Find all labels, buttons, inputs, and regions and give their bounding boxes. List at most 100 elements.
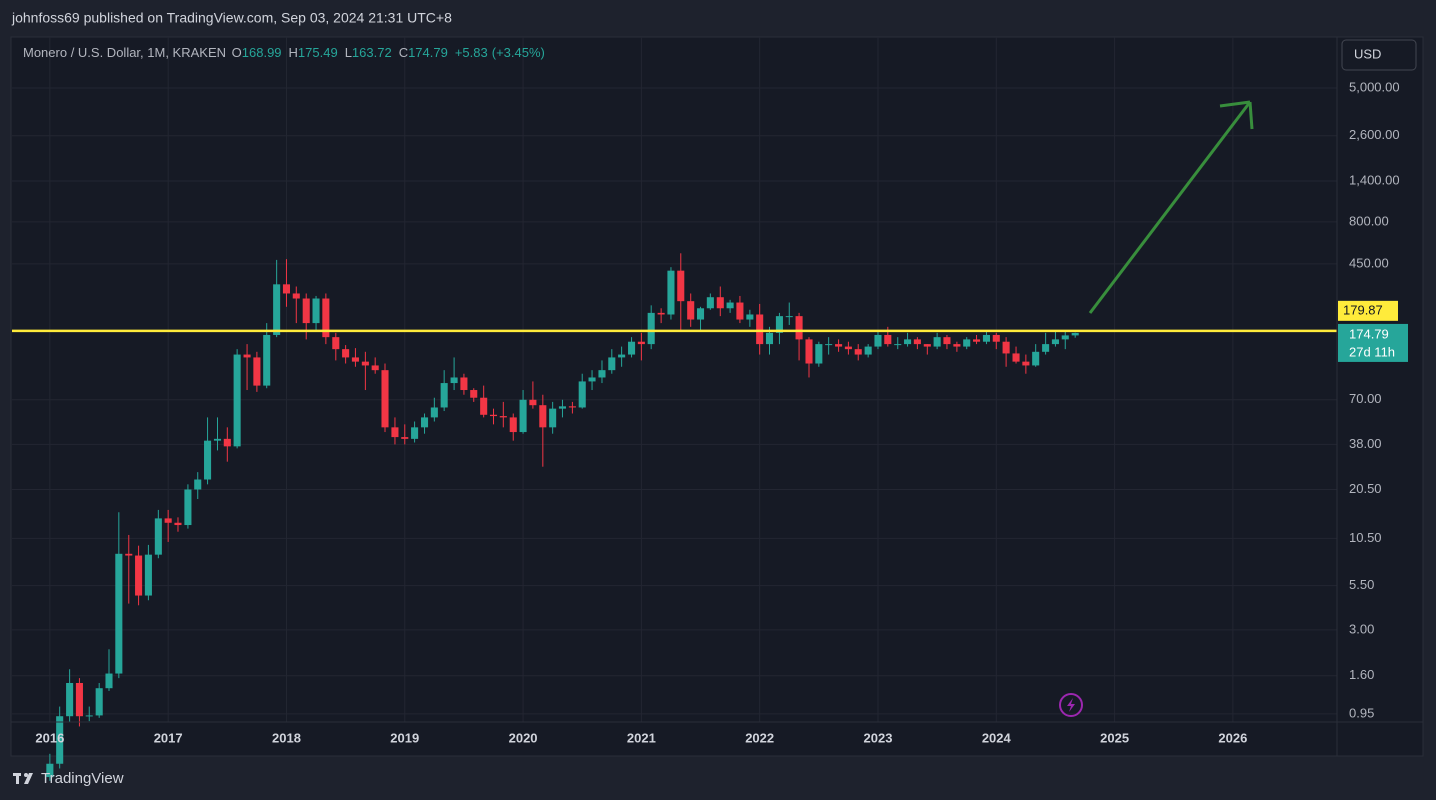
ohlc-key: H: [288, 45, 298, 60]
candle-body: [844, 346, 852, 350]
ohlc-key: C: [398, 45, 409, 60]
candle-body: [430, 407, 438, 418]
y-tick-label: 3.00: [1349, 621, 1374, 636]
candle-body: [588, 377, 596, 382]
candle-body: [1012, 353, 1020, 362]
candle-body: [351, 357, 359, 362]
y-tick-label: 20.50: [1349, 481, 1382, 496]
candle-body: [342, 349, 350, 358]
alert-bolt: [1067, 698, 1075, 712]
y-tick-label: 38.00: [1349, 436, 1382, 451]
candle-body: [154, 518, 162, 555]
candle-body: [164, 518, 172, 523]
y-tick-label: 800.00: [1349, 213, 1389, 228]
candle-body: [46, 763, 54, 778]
candle-body: [529, 399, 537, 406]
ohlc-key: L: [344, 45, 352, 60]
candle-body: [401, 437, 409, 439]
candle-body: [706, 297, 714, 309]
candle-body: [884, 334, 892, 345]
candle-body: [657, 312, 665, 315]
brand-logo: [13, 773, 33, 784]
currency-label[interactable]: USD: [1354, 46, 1381, 61]
candle-body: [992, 334, 1000, 342]
candle-body: [263, 334, 271, 386]
candle-body: [854, 349, 862, 355]
alert-icon[interactable]: [1059, 693, 1083, 717]
last-price: 174.79: [1349, 326, 1389, 341]
candle-body: [480, 397, 488, 415]
x-tick-label: 2017: [154, 730, 183, 745]
countdown: 27d 11h: [1349, 344, 1395, 359]
candle-body: [440, 383, 448, 408]
candle-body: [144, 554, 152, 596]
horizontal-line-label: 179.87: [1343, 302, 1383, 317]
candle-body: [420, 417, 429, 428]
candle-body: [75, 682, 83, 717]
candle-body: [312, 298, 320, 324]
candle-body: [696, 308, 705, 320]
candle-body: [292, 293, 300, 299]
candle-body: [361, 361, 369, 366]
candle-body: [667, 270, 675, 315]
candle-body: [332, 337, 340, 350]
candle-body: [233, 354, 241, 447]
y-tick-label: 70.00: [1349, 391, 1382, 406]
candle-body: [519, 399, 527, 433]
candle-body: [174, 522, 182, 526]
candle-body: [578, 381, 586, 408]
candle-body: [746, 314, 754, 320]
candle-body: [539, 405, 547, 428]
candle-body: [1051, 339, 1059, 345]
grid: [12, 37, 1337, 722]
x-tick-label: 2018: [272, 730, 301, 745]
candle-body: [411, 427, 419, 439]
candle-body: [687, 301, 695, 320]
candle-body: [381, 370, 389, 428]
candle-body: [835, 344, 843, 347]
candle-body: [66, 682, 74, 717]
candle-body: [805, 339, 813, 364]
last-price-bg: [1338, 323, 1408, 362]
candle-body: [608, 357, 616, 371]
axes: 0.95 1.60 3.00 5.50 10.50 20.50 38.00 70.00 450.…: [35, 79, 1408, 745]
candle-body: [568, 406, 576, 408]
y-tick-label: 450.00: [1349, 255, 1389, 270]
candle-body: [765, 332, 774, 345]
ohlc-value: 175.49: [297, 45, 338, 60]
x-tick-label: 2020: [509, 730, 538, 745]
brand: TradingView: [41, 770, 124, 787]
candle-body: [647, 312, 655, 345]
plot: [12, 253, 1337, 781]
candle-body: [1042, 344, 1050, 352]
x-tick-label: 2021: [627, 730, 656, 745]
x-tick-label: 2025: [1100, 730, 1129, 745]
candle-body: [470, 390, 478, 398]
chart-frame: [10, 36, 1424, 757]
currency-button[interactable]: [1341, 39, 1417, 71]
candle-body: [194, 479, 202, 490]
x-tick-label: 2022: [745, 730, 774, 745]
x-tick-label: 2019: [390, 730, 419, 745]
candle-body: [618, 354, 626, 358]
candle-body: [105, 673, 113, 689]
candle-body: [795, 316, 803, 340]
candle-body: [736, 302, 744, 320]
candle-body: [273, 284, 281, 335]
ohlc-value: 174.79: [408, 45, 448, 60]
change: +5.83: [454, 45, 488, 60]
candle-body: [135, 555, 143, 596]
candle-body: [943, 337, 951, 345]
x-tick-label: 2026: [1218, 730, 1247, 745]
candle-body: [815, 344, 823, 364]
candle-body: [391, 427, 399, 438]
x-tick-label: 2023: [864, 730, 893, 745]
candle-body: [371, 365, 379, 371]
candle-body: [913, 339, 921, 345]
candle-body: [223, 438, 231, 447]
y-tick-label: 2,600.00: [1349, 127, 1400, 142]
candle-body: [549, 408, 557, 428]
candle-body: [953, 344, 961, 347]
candle-body: [825, 344, 833, 346]
candle-body: [785, 316, 793, 318]
